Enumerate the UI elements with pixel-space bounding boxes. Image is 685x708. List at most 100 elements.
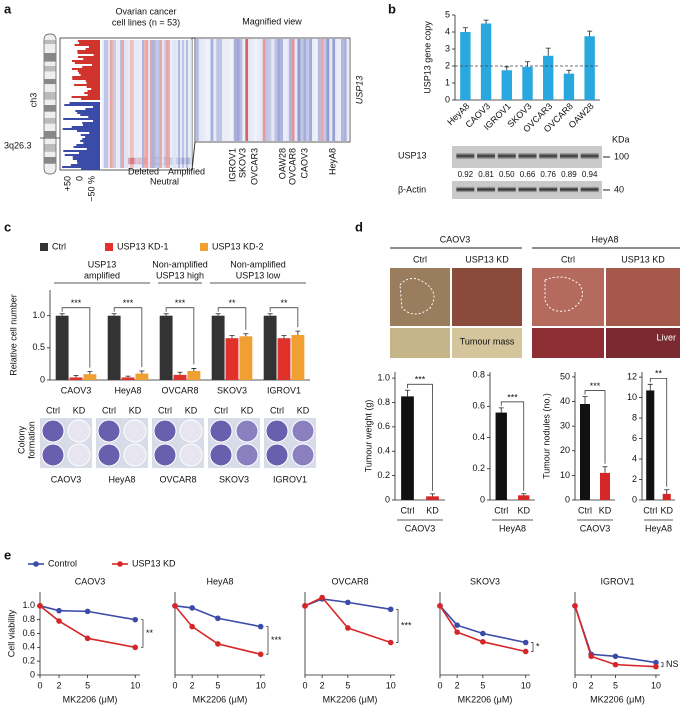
- magnified-column: [222, 39, 225, 141]
- error-bar: [87, 371, 93, 375]
- cnv-bar: [76, 160, 100, 162]
- error-bar: [73, 375, 79, 378]
- y-tick-label: 0.5: [32, 342, 45, 352]
- cnv-bar: [69, 102, 100, 104]
- heatmap-column: [150, 40, 152, 168]
- magnified-column: [294, 39, 298, 141]
- colony-well: [41, 419, 65, 443]
- magnified-column: [277, 39, 281, 141]
- bar: [662, 493, 671, 500]
- magnified-column: [271, 39, 275, 141]
- cnv-bar: [77, 52, 100, 54]
- cnv-bar: [71, 126, 100, 128]
- y-tick-label: 1.0: [22, 600, 35, 610]
- x-tick-label: 2: [320, 680, 325, 690]
- blot-row-label: β-Actin: [398, 184, 426, 194]
- heatmap-column: [152, 40, 154, 168]
- cnv-bar: [72, 158, 100, 160]
- bar: [277, 338, 291, 380]
- cnv-bar: [79, 42, 100, 44]
- cnv-bar: [78, 152, 100, 154]
- heatmap-column: [106, 40, 108, 168]
- magnified-column: [317, 39, 321, 141]
- photo: [452, 328, 522, 358]
- series-point: [437, 603, 443, 609]
- heatmap-column: [142, 40, 144, 168]
- scale-label: +50: [62, 176, 72, 191]
- error-bar: [582, 396, 588, 404]
- heatmap-column: [134, 40, 136, 168]
- bar: [291, 335, 305, 380]
- colony-well: [67, 443, 91, 467]
- colony-column: KD: [73, 405, 86, 415]
- blot-unit: KDa: [612, 134, 630, 144]
- cnv-bar: [62, 166, 100, 168]
- y-axis-label: USP13 gene copy: [422, 21, 432, 94]
- cnv-bar: [83, 142, 100, 144]
- series-point: [522, 639, 529, 646]
- blot-band: [580, 152, 599, 160]
- heatmap-column: [124, 40, 126, 168]
- x-tick-label: 0: [37, 680, 42, 690]
- significance-label: ***: [401, 620, 412, 630]
- magnified-column: [236, 39, 240, 141]
- x-tick-label: OVCAR8: [161, 385, 198, 395]
- cnv-bar: [64, 104, 100, 106]
- cnv-bar: [86, 82, 100, 84]
- cnv-bar: [62, 128, 100, 130]
- significance-label: *: [536, 641, 540, 651]
- series-line: [174, 605, 261, 656]
- heatmap-column: [180, 40, 182, 168]
- x-axis-label: MK2206 (μM): [590, 694, 645, 704]
- series-point: [84, 635, 91, 642]
- colony-well: [123, 419, 147, 443]
- ideogram-band: [44, 66, 56, 72]
- significance-bracket: [141, 619, 144, 648]
- heatmap-column: [148, 40, 150, 168]
- x-tick-label: 10: [386, 680, 396, 690]
- photo: [606, 328, 680, 358]
- significance-bracket: [217, 307, 247, 330]
- cnv-bar: [83, 58, 100, 60]
- y-tick-label: 0: [30, 669, 35, 679]
- series-line: [574, 605, 656, 668]
- y-tick-label: 20: [560, 445, 570, 455]
- magnified-title: Magnified view: [242, 16, 302, 26]
- x-axis-label: MK2206 (μM): [63, 694, 118, 704]
- magnified-column: [320, 39, 324, 141]
- panel-label: d: [355, 219, 363, 234]
- magnified-column: [196, 39, 199, 141]
- magnified-column: [300, 39, 304, 141]
- series-line: [39, 605, 136, 621]
- series-point: [572, 603, 578, 609]
- magnified-column: [332, 39, 336, 141]
- x-tick-label: 5: [613, 680, 618, 690]
- series-point: [189, 605, 195, 611]
- chart-title: OVCAR8: [331, 576, 368, 586]
- series-point: [215, 641, 221, 647]
- significance-label: ***: [415, 375, 426, 385]
- x-tick-label: SKOV3: [217, 385, 247, 395]
- series-point: [132, 616, 139, 623]
- legend-marker: [117, 561, 123, 567]
- cnv-bar: [82, 138, 100, 140]
- x-tick-label: 10: [651, 680, 661, 690]
- series-point: [612, 661, 619, 668]
- magnified-column: [341, 39, 344, 141]
- photo: [606, 268, 680, 326]
- y-axis-label: Tumour nodules (no.): [541, 393, 551, 479]
- cnv-bar: [81, 168, 100, 170]
- blot-band: [477, 152, 496, 160]
- colony-column: KD: [297, 405, 310, 415]
- cnv-bar: [71, 68, 100, 70]
- heatmap-column: [190, 40, 192, 168]
- cnv-bar: [75, 110, 100, 112]
- blot-band: [518, 186, 537, 193]
- x-tick-label: 5: [215, 680, 220, 690]
- series-point: [215, 615, 221, 622]
- bar: [480, 23, 492, 100]
- bar: [563, 73, 575, 100]
- cnv-bar: [63, 150, 100, 152]
- y-tick-label: 12: [627, 371, 637, 381]
- bar: [107, 315, 121, 380]
